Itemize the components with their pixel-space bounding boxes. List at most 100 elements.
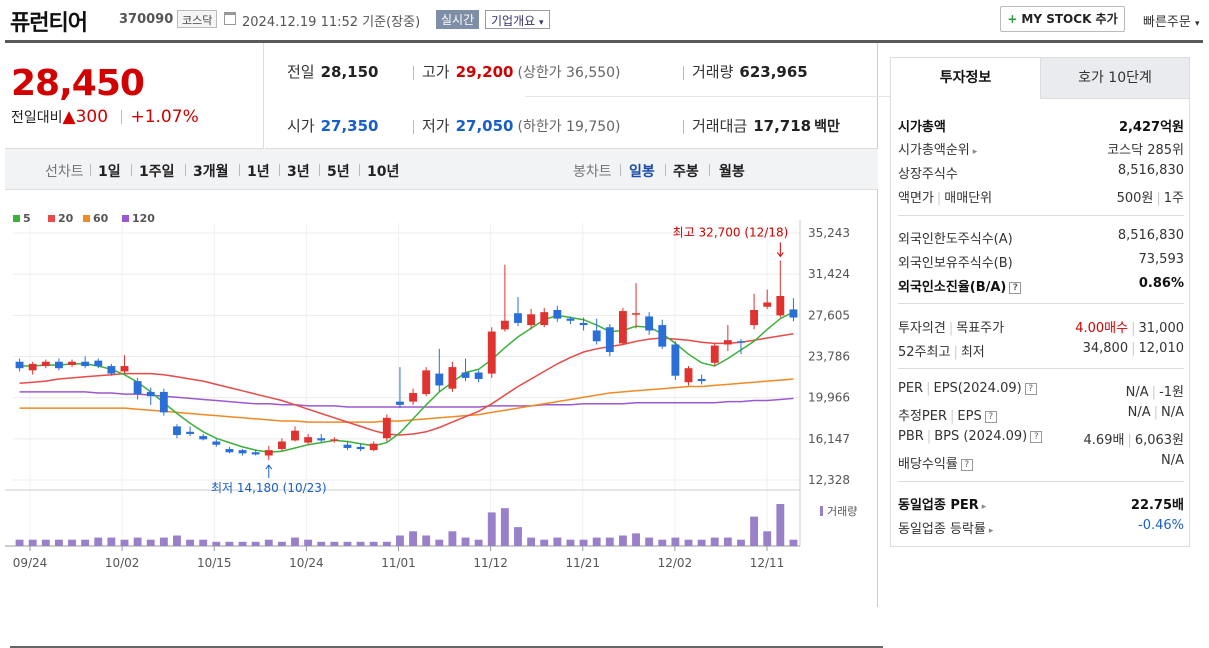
volume-bar [671, 537, 680, 546]
volume-bar [343, 541, 352, 546]
candle-body [566, 318, 575, 321]
y-tick-label: 19,966 [808, 391, 850, 405]
rank-row[interactable]: 시가총액순위 ▸ 코스닥 285위 [898, 143, 1184, 158]
sector-per-row[interactable]: 동일업종 PER ▸ 22.75배 [898, 498, 1184, 513]
help-icon[interactable]: ? [984, 410, 997, 423]
candle-body [789, 309, 798, 318]
volume-bar [789, 539, 798, 546]
line-chart-label: 선차트 [45, 164, 84, 180]
help-icon[interactable]: ? [1009, 281, 1022, 294]
header-divider [5, 40, 1203, 43]
help-icon[interactable]: ? [1024, 382, 1037, 395]
candle-body [81, 361, 90, 367]
x-tick-label: 10/02 [105, 556, 140, 570]
x-tick-label: 10/24 [289, 556, 324, 570]
help-icon[interactable]: ? [960, 458, 973, 471]
legend-swatch [13, 215, 20, 222]
tab-3m[interactable]: 3개월 [193, 164, 229, 180]
52week-row: 52주최고 | 최저 34,800 | 12,010 [898, 341, 1184, 360]
volume-bar [737, 539, 745, 546]
x-tick-label: 09/24 [13, 556, 48, 570]
candle-body [579, 322, 588, 326]
candle-body [291, 430, 299, 441]
tab-3y[interactable]: 3년 [287, 164, 310, 180]
tab-1y[interactable]: 1년 [247, 164, 270, 180]
y-tick-label: 35,243 [808, 226, 850, 240]
candle-body [448, 367, 457, 389]
sector-rate-row[interactable]: 동일업종 등락률 ▸ -0.46% [898, 518, 1184, 537]
candle-body [763, 302, 772, 307]
high-annotation: 최고 32,700 (12/18) [673, 225, 789, 239]
volume-bar [120, 539, 129, 546]
candle-chart-label: 봉차트 [573, 164, 612, 180]
volume-bar [238, 541, 247, 546]
candle-body [94, 360, 103, 367]
price-summary-grid: 전일 28,150 고가 29,200 (상한가 36,550) 거래량 623,965… [265, 43, 1138, 149]
candle-chart-svg[interactable]: 35,243 31,424 27,605 23,786 19,966 16,147 12,3… [5, 190, 878, 607]
realtime-button[interactable]: 실시간 [436, 10, 480, 29]
tab-orderbook[interactable]: 호가 10단계 [1040, 58, 1189, 99]
volume-bar [264, 539, 273, 546]
volume-bar [776, 504, 785, 546]
volume-bar [94, 537, 103, 546]
tab-5y[interactable]: 5년 [327, 164, 350, 180]
volume-bar [592, 537, 601, 546]
stock-chart[interactable]: 35,243 31,424 27,605 23,786 19,966 16,147 12,3… [5, 190, 878, 607]
tab-daily[interactable]: 일봉 [629, 164, 655, 180]
volume-bar [684, 539, 693, 546]
candle-body [28, 363, 37, 371]
trade-value: 거래대금 17,718 백만 [683, 115, 840, 136]
volume-bar [173, 535, 181, 546]
candle-body [553, 309, 562, 319]
volume-bar [448, 531, 457, 546]
prev-close: 전일 28,150 [287, 63, 379, 81]
candle-body [133, 381, 142, 395]
tab-1d[interactable]: 1일 [98, 164, 121, 180]
volume-bar [15, 539, 24, 546]
plus-icon: + [1007, 12, 1018, 26]
quick-order-dropdown[interactable]: 빠른주문 ▾ [1143, 15, 1200, 30]
candle-body [605, 327, 614, 353]
y-tick-label: 16,147 [808, 432, 850, 446]
candle-body [684, 368, 693, 383]
volume-bar [356, 541, 365, 546]
candle-body [540, 312, 549, 326]
foreign-limit-row: 외국인한도주식수(A) 8,516,830 [898, 228, 1184, 247]
tab-weekly[interactable]: 주봉 [673, 164, 699, 180]
volume-bar [277, 541, 286, 546]
help-icon[interactable]: ? [1030, 430, 1043, 443]
candle-body [382, 417, 391, 439]
price-chart-panel: 28,450 전일대비▲300 +1.07% 전일 28,150 고가 29,200… [5, 43, 1138, 648]
tab-1w[interactable]: 1주일 [139, 164, 175, 180]
up-triangle-icon: ▲ [62, 107, 76, 127]
candle-body [671, 344, 680, 376]
dividend-row: 배당수익률? N/A [898, 453, 1184, 472]
shares-row: 상장주식수 8,516,830 [898, 163, 1184, 182]
legend-swatch [48, 215, 55, 222]
mystock-add-button[interactable]: + MY STOCK 추가 [1000, 6, 1125, 32]
candle-body [409, 392, 417, 402]
y-tick-label: 12,328 [808, 473, 850, 487]
volume-bar [474, 539, 483, 546]
calendar-icon [224, 12, 236, 25]
x-tick-label: 11/12 [473, 556, 508, 570]
x-tick-label: 10/15 [197, 556, 232, 570]
volume-bar [566, 539, 575, 546]
company-overview-dropdown[interactable]: 기업개요 ▾ [485, 10, 550, 29]
candle-body [68, 361, 76, 365]
tab-10y[interactable]: 10년 [367, 164, 400, 180]
market-badge: 코스닥 [177, 10, 218, 28]
y-tick-label: 23,786 [808, 350, 850, 364]
caret-right-icon: ▸ [988, 526, 994, 536]
volume-legend-label: 거래량 [827, 505, 857, 518]
candle-body [330, 439, 339, 441]
high-price: 고가 29,200 (상한가 36,550) [413, 61, 621, 82]
candle-body [107, 366, 116, 374]
candle-body [422, 370, 431, 395]
per-row: PER | EPS(2024.09)? N/A | -1원 [898, 381, 1184, 400]
legend-swatch [122, 215, 129, 222]
tab-invest-info[interactable]: 투자정보 [891, 58, 1040, 99]
tab-monthly[interactable]: 월봉 [719, 164, 745, 180]
volume-bar [81, 539, 90, 546]
volume-bar [763, 531, 772, 546]
